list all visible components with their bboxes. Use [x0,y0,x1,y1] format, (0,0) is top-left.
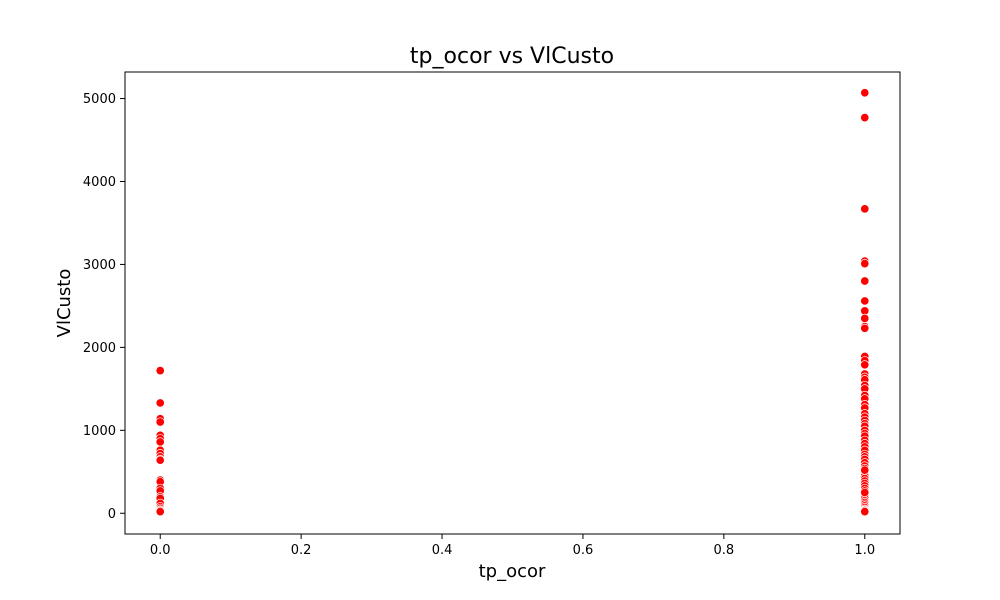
data-point [860,360,870,370]
x-tick-label: 0.4 [432,543,453,558]
data-point [155,398,165,408]
data-point [860,313,870,323]
data-point [860,296,870,306]
x-tick-label: 0.0 [150,543,171,558]
data-point [860,323,870,333]
data-point [860,507,870,517]
data-point [155,366,165,376]
data-point [860,113,870,123]
data-point [860,276,870,286]
points-layer [155,88,870,517]
y-tick-label: 0 [108,507,116,522]
data-point [860,487,870,498]
data-point [155,455,165,465]
data-point [155,437,165,447]
x-tick-label: 0.8 [714,543,735,558]
y-tick-label: 3000 [83,258,116,273]
data-point [860,88,870,98]
plot-frame [124,71,901,535]
data-point [155,507,165,517]
data-point [860,465,870,475]
y-axis: 0 1000 2000 3000 4000 5000 [83,92,125,522]
x-tick-label: 1.0 [854,543,875,558]
y-tick-label: 2000 [83,341,116,356]
x-tick-label: 0.6 [573,543,594,558]
data-point [155,417,165,427]
data-point [860,204,870,214]
x-tick-label: 0.2 [291,543,312,558]
x-axis-label: tp_ocor [479,561,546,582]
y-axis-label: VlCusto [54,269,75,338]
data-point [860,259,870,269]
x-axis: 0.0 0.2 0.4 0.6 0.8 1.0 [150,534,875,558]
y-tick-label: 1000 [83,424,116,439]
y-tick-label: 4000 [83,175,116,190]
chart-title: tp_ocor vs VlCusto [410,44,614,69]
y-tick-label: 5000 [83,92,116,107]
